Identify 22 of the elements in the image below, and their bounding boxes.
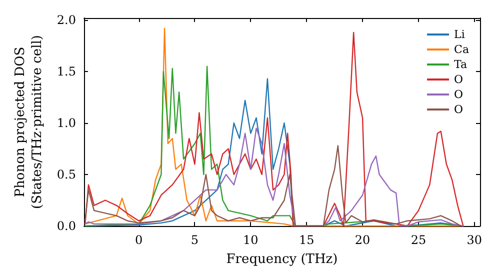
line-series [84, 128, 464, 227]
legend-label: O [454, 73, 464, 86]
y-tick-label: 1.5 [56, 64, 76, 79]
x-axis-title: Frequency (THz) [226, 252, 338, 267]
x-tick-label: 10 [243, 233, 258, 247]
line-series [84, 145, 462, 227]
x-tick-label: 15 [298, 233, 314, 247]
legend-label: Ca [454, 43, 470, 56]
x-tick-label: 5 [190, 233, 199, 247]
y-tick-label: 0.5 [56, 168, 76, 182]
legend-label: Ta [454, 58, 468, 71]
legend-label: Li [454, 28, 466, 41]
y-tick-label: 1.0 [56, 116, 76, 130]
x-tick-label: 20 [354, 233, 370, 247]
x-tick-label: 0 [134, 233, 143, 247]
legend-label: O [454, 103, 464, 116]
y-tick-label: 2.0 [56, 13, 76, 28]
legend-label: O [454, 88, 464, 101]
y-tick-label: 0.0 [56, 219, 76, 233]
x-tick-label: 25 [410, 233, 426, 247]
x-tick-label: 30 [466, 233, 482, 247]
y-axis-title: Phonon projected DOS (States/THz·primitive cell) [13, 34, 46, 210]
